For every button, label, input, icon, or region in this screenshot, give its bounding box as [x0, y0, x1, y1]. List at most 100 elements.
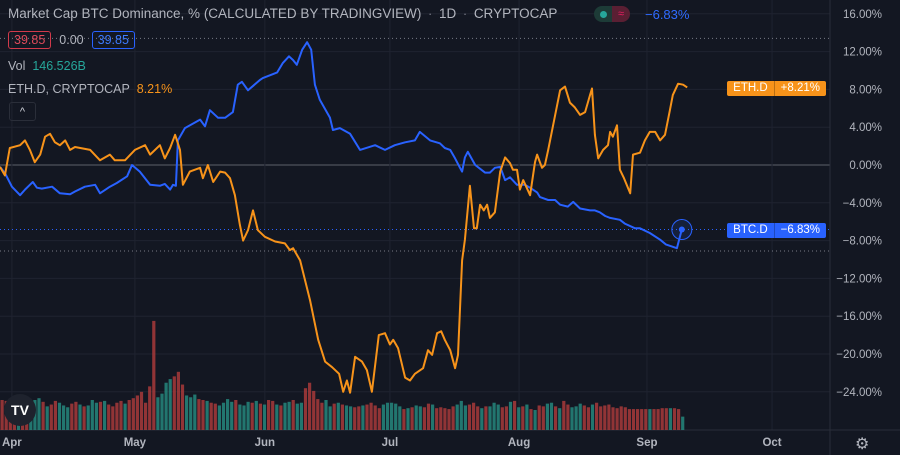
volume-bar: [271, 400, 275, 430]
volume-bar: [648, 409, 652, 430]
volume-bar: [107, 404, 111, 430]
volume-bar: [78, 404, 82, 430]
volume-bar: [332, 403, 336, 430]
volume-bar: [123, 403, 127, 430]
volume-bar: [303, 388, 308, 430]
volume-bar: [152, 320, 156, 430]
volume-bar: [549, 402, 554, 430]
volume-bar: [541, 406, 545, 430]
volume-bar: [193, 394, 197, 430]
volume-bar: [172, 376, 176, 430]
volume-bar: [201, 400, 205, 430]
series-line-eth-d: [0, 82, 688, 394]
volume-bar: [344, 405, 349, 430]
volume-bar: [476, 406, 480, 430]
x-tick-label: Apr: [2, 437, 22, 449]
interval[interactable]: 1D: [438, 6, 457, 21]
volume-bar: [554, 406, 558, 430]
x-tick-label: Oct: [762, 437, 781, 449]
volume-bar: [336, 402, 340, 430]
volume-bar: [66, 407, 70, 430]
volume-bar: [185, 395, 189, 430]
volume-bar: [340, 404, 344, 430]
volume-bar: [496, 404, 500, 430]
y-tick-label: 16.00%: [843, 9, 882, 21]
volume-bar: [459, 400, 463, 430]
last-change: −6.83%: [645, 7, 690, 22]
volume-bar: [316, 399, 320, 430]
volume-bar: [324, 400, 328, 430]
volume-bar: [455, 404, 459, 430]
x-tick-label: Jun: [255, 437, 275, 449]
volume-bar: [463, 405, 467, 430]
btc-label-value: −6.83%: [780, 224, 820, 236]
volume-bar: [586, 407, 590, 430]
sell-button[interactable]: 39.85: [8, 31, 52, 49]
eth-price-label: ETH.D +8.21%: [727, 81, 826, 96]
buy-button[interactable]: 39.85: [91, 31, 135, 49]
volume-bar: [180, 384, 185, 430]
volume-bar: [82, 406, 86, 430]
volume-bar: [111, 406, 115, 430]
volume-bar: [435, 408, 439, 430]
volume-bar: [402, 409, 406, 430]
volume-bar: [242, 405, 246, 430]
volume-bar: [410, 407, 414, 430]
volume-bar: [492, 402, 496, 430]
volume-bar: [221, 402, 226, 430]
symbol-title[interactable]: Market Cap BTC Dominance, % (CALCULATED …: [8, 6, 422, 21]
volume-bar: [529, 409, 533, 430]
y-tick-label: 12.00%: [843, 47, 882, 59]
volume-bar: [94, 402, 98, 430]
volume-bar: [53, 400, 57, 430]
volume-bar: [627, 409, 631, 430]
volume-bar: [545, 403, 549, 430]
volume-bar: [656, 409, 660, 430]
market-status-toggles[interactable]: ≈: [594, 6, 630, 22]
volume-bar: [517, 407, 521, 430]
volume-bar: [385, 402, 390, 430]
volume-bar: [480, 408, 484, 430]
volume-bar: [262, 404, 267, 430]
volume-bar: [283, 402, 287, 430]
volume-bar: [599, 406, 603, 430]
volume-bar: [308, 382, 312, 430]
volume-bar: [250, 402, 254, 430]
data-delayed-icon: ≈: [612, 6, 630, 22]
volume-bar: [86, 405, 90, 430]
volume-bar: [238, 404, 242, 430]
volume-bar: [349, 406, 353, 430]
volume-bar: [357, 406, 361, 430]
volume-bar: [70, 403, 74, 430]
volume-legend[interactable]: Vol 146.526B: [8, 59, 86, 73]
volume-bar: [607, 404, 611, 430]
last-point-marker: [678, 226, 685, 233]
volume-bar: [672, 408, 677, 430]
y-tick-label: −4.00%: [843, 198, 882, 210]
volume-bar: [127, 400, 131, 430]
x-tick-label: Jul: [382, 437, 399, 449]
volume-bar: [189, 397, 193, 430]
volume-bar: [148, 386, 152, 430]
exchange: CRYPTOCAP: [473, 6, 558, 21]
volume-bar: [160, 393, 164, 430]
gear-icon[interactable]: ⚙: [855, 436, 870, 453]
tradingview-logo[interactable]: TV: [4, 394, 36, 426]
x-tick-label: Sep: [636, 437, 657, 449]
volume-bar: [513, 400, 517, 430]
volume-bar: [640, 409, 644, 430]
volume-bar: [299, 402, 303, 430]
volume-bar: [45, 406, 49, 430]
volume-bar: [394, 403, 398, 430]
compare-legend[interactable]: ETH.D, CRYPTOCAP 8.21%: [8, 82, 172, 96]
volume-bar: [623, 407, 627, 430]
volume-bar: [521, 406, 525, 430]
volume-bar: [431, 404, 435, 430]
volume-bar: [644, 409, 648, 430]
collapse-legend-button[interactable]: ^: [9, 102, 36, 121]
eth-label-name: ETH.D: [727, 81, 775, 96]
y-tick-label: −24.00%: [836, 387, 882, 399]
y-tick-label: 4.00%: [849, 122, 882, 134]
volume-bar: [504, 406, 508, 430]
